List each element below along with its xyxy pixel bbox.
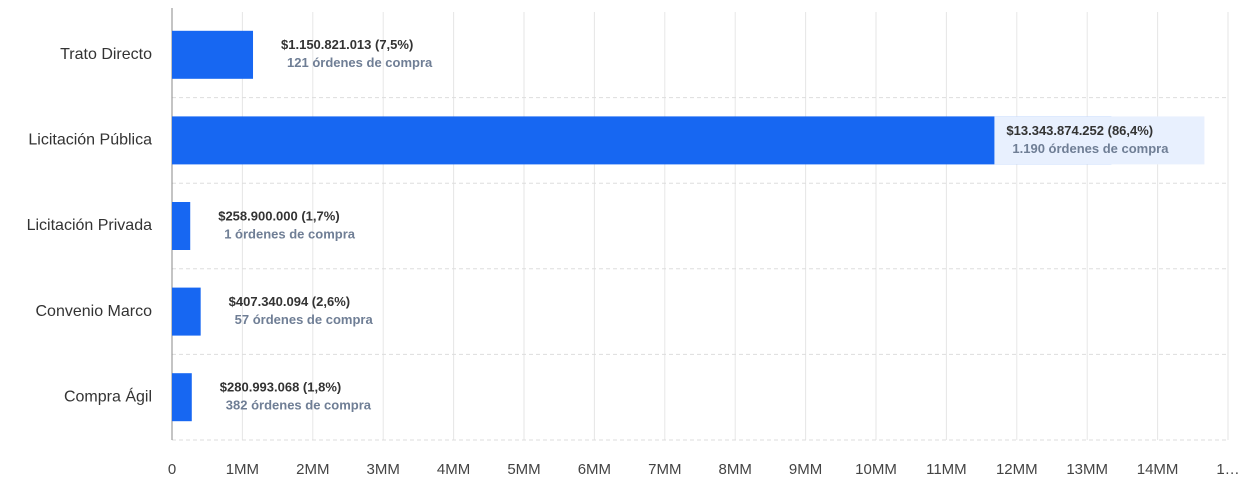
x-tick-label: 13MM (1066, 461, 1108, 478)
bar (172, 202, 191, 250)
category-label: Licitación Pública (28, 132, 152, 149)
x-tick-label: 14MM (1137, 461, 1179, 478)
order-label: 1.190 órdenes de compra (1012, 141, 1169, 156)
x-tick-label: 2MM (296, 461, 329, 478)
bar (172, 116, 1112, 165)
x-tick-label: 1MM (226, 461, 259, 478)
x-tick-label: 0 (168, 461, 176, 478)
x-tick-label: 1… (1216, 461, 1239, 478)
x-tick-label: 12MM (996, 461, 1038, 478)
value-label: $13.343.874.252 (86,4%) (1006, 123, 1153, 138)
label-background (994, 116, 1205, 165)
order-label: 121 órdenes de compra (287, 55, 433, 70)
x-tick-label: 7MM (648, 461, 681, 478)
category-label: Licitación Privada (27, 217, 153, 234)
x-tick-label: 8MM (719, 461, 752, 478)
category-label: Trato Directo (60, 46, 152, 63)
order-label: 1 órdenes de compra (224, 226, 356, 241)
order-label: 57 órdenes de compra (235, 312, 374, 327)
value-label: $258.900.000 (1,7%) (218, 208, 339, 223)
value-label: $407.340.094 (2,6%) (229, 294, 350, 309)
value-label: $1.150.821.013 (7,5%) (281, 37, 413, 52)
order-label: 382 órdenes de compra (226, 398, 372, 413)
x-tick-label: 3MM (367, 461, 400, 478)
bar (172, 373, 192, 422)
value-label: $280.993.068 (1,8%) (220, 380, 341, 395)
x-tick-label: 6MM (578, 461, 611, 478)
bar (172, 30, 254, 79)
x-tick-label: 5MM (507, 461, 540, 478)
x-tick-label: 4MM (437, 461, 470, 478)
category-label: Convenio Marco (36, 303, 153, 320)
x-tick-label: 10MM (855, 461, 897, 478)
x-tick-label: 11MM (926, 461, 967, 478)
x-tick-label: 9MM (789, 461, 822, 478)
category-label: Compra Ágil (64, 386, 152, 405)
bar (172, 287, 201, 336)
